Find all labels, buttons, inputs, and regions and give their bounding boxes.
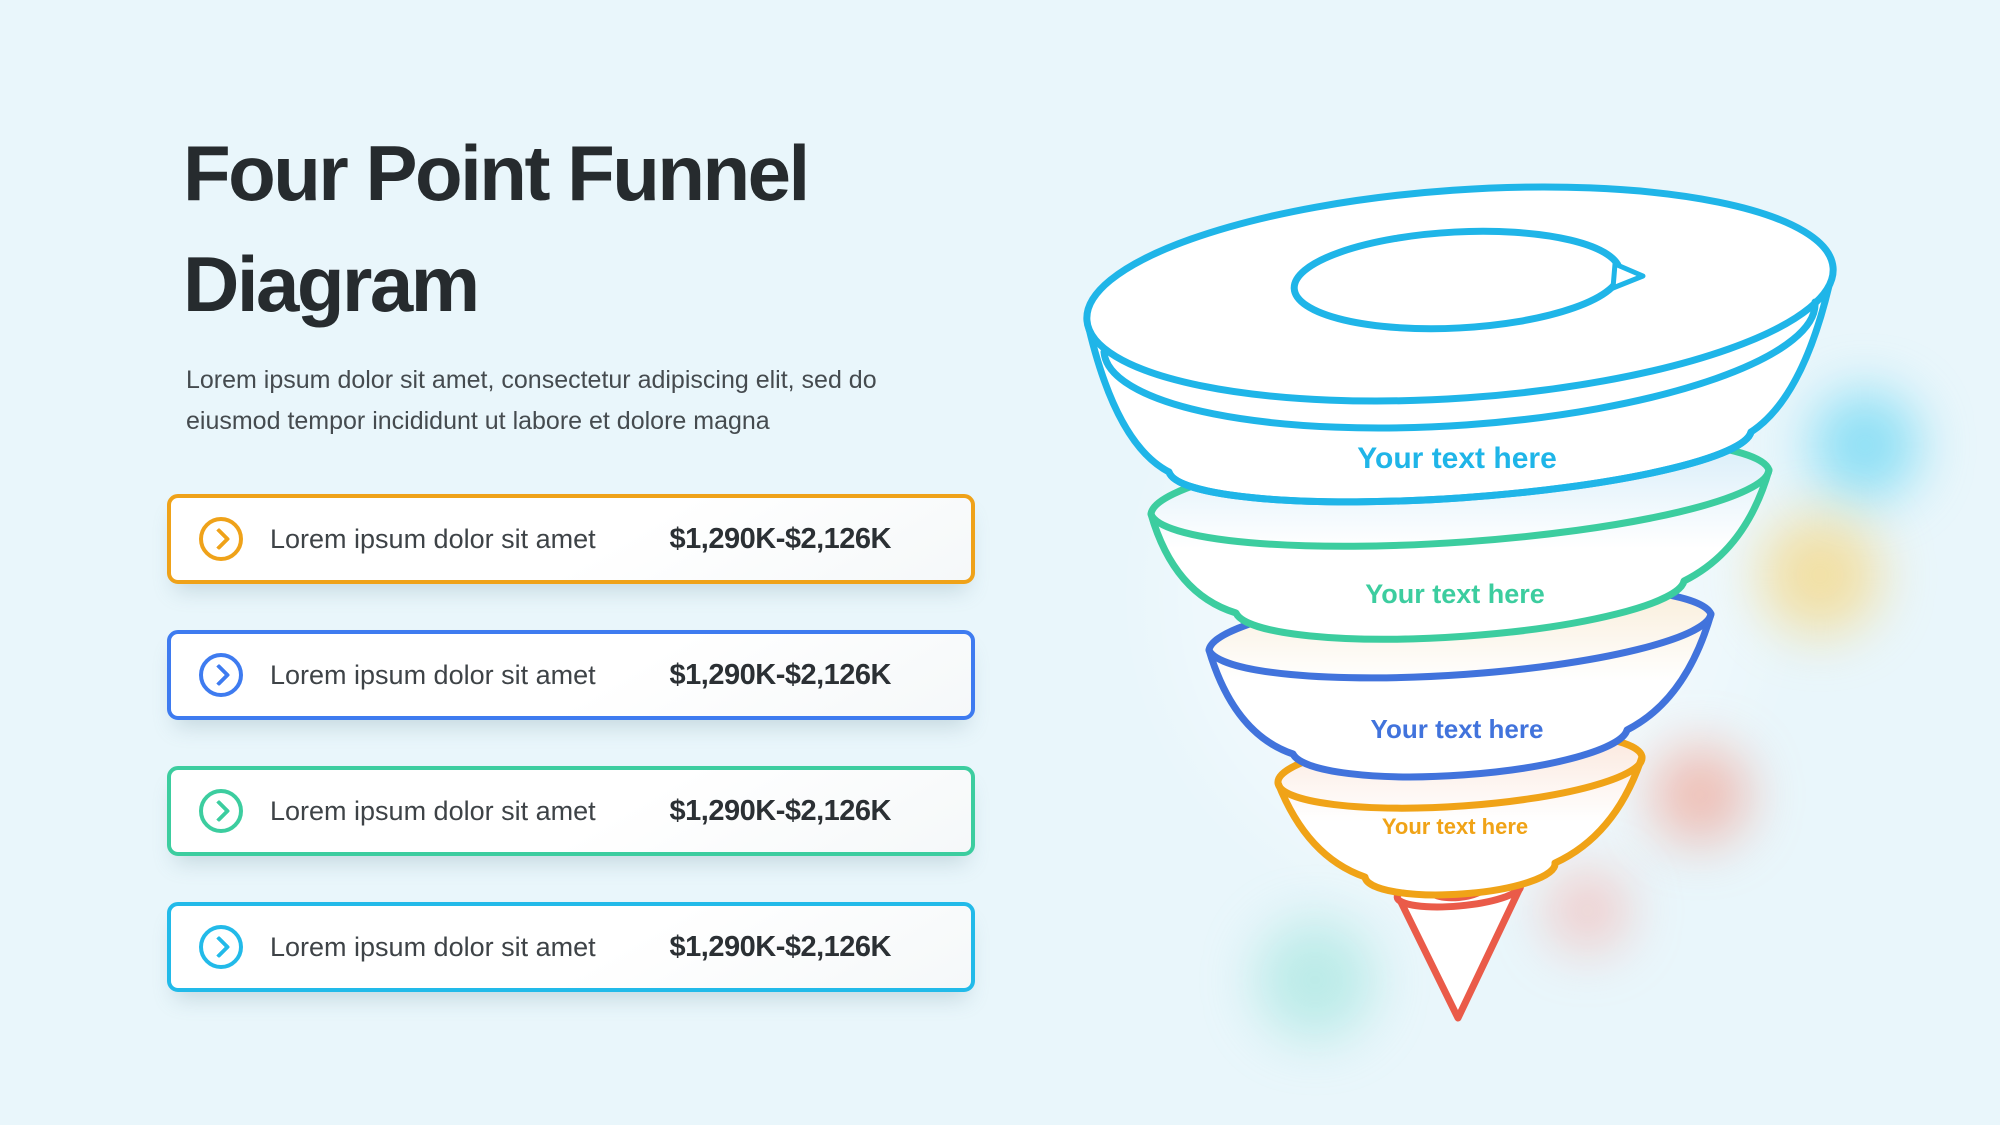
page-title: Four Point Funnel Diagram <box>183 129 810 328</box>
funnel-diagram: Your text here Your text here Your text … <box>1055 152 1875 1032</box>
list-item: Lorem ipsum dolor sit amet $1,290K-$2,12… <box>167 902 975 992</box>
list-item: Lorem ipsum dolor sit amet $1,290K-$2,12… <box>167 494 975 584</box>
chevron-right-icon <box>207 663 230 687</box>
tier-1-mouth-lip <box>1610 261 1646 291</box>
list-item: Lorem ipsum dolor sit amet $1,290K-$2,12… <box>167 766 975 856</box>
glow-teal <box>1255 920 1375 1040</box>
list-item-label: Lorem ipsum dolor sit amet <box>270 931 596 962</box>
tier-2-label: Your text here <box>1365 579 1545 609</box>
legend-list: Lorem ipsum dolor sit amet $1,290K-$2,12… <box>167 494 975 1038</box>
chevron-right-icon <box>207 527 230 551</box>
list-item-label: Lorem ipsum dolor sit amet <box>270 659 596 690</box>
list-item-value: $1,290K-$2,126K <box>669 658 892 691</box>
tier-1-rim-arc <box>1100 298 1819 432</box>
glow-pink <box>1545 868 1630 953</box>
list-item-value: $1,290K-$2,126K <box>669 930 892 963</box>
page-subtitle: Lorem ipsum dolor sit amet, consectetur … <box>186 366 877 435</box>
glow-cyan <box>1810 390 1920 500</box>
tier-1-bottom-arc <box>1165 428 1755 506</box>
chevron-right-circle-icon <box>199 517 243 561</box>
list-item: Lorem ipsum dolor sit amet $1,290K-$2,12… <box>167 630 975 720</box>
chevron-right-circle-icon <box>199 789 243 833</box>
chevron-right-circle-icon <box>199 653 243 697</box>
tier-4-label: Your text here <box>1382 814 1528 839</box>
list-item-value: $1,290K-$2,126K <box>669 522 892 555</box>
glow-red <box>1650 745 1750 845</box>
tier-2-top-arc <box>1147 466 1773 550</box>
list-item-label: Lorem ipsum dolor sit amet <box>270 523 596 554</box>
list-item-value: $1,290K-$2,126K <box>669 794 892 827</box>
chevron-right-icon <box>207 935 230 959</box>
tier-3-label: Your text here <box>1371 714 1544 744</box>
chevron-right-icon <box>207 799 230 823</box>
chevron-right-circle-icon <box>199 925 243 969</box>
funnel-tier-1: Your text here <box>1083 183 1837 506</box>
tier-1-label: Your text here <box>1357 442 1557 475</box>
tier-4-top-arc <box>1274 753 1646 812</box>
tier-3-top-arc <box>1205 610 1715 682</box>
list-item-label: Lorem ipsum dolor sit amet <box>270 795 596 826</box>
glow-yellow <box>1760 515 1880 635</box>
